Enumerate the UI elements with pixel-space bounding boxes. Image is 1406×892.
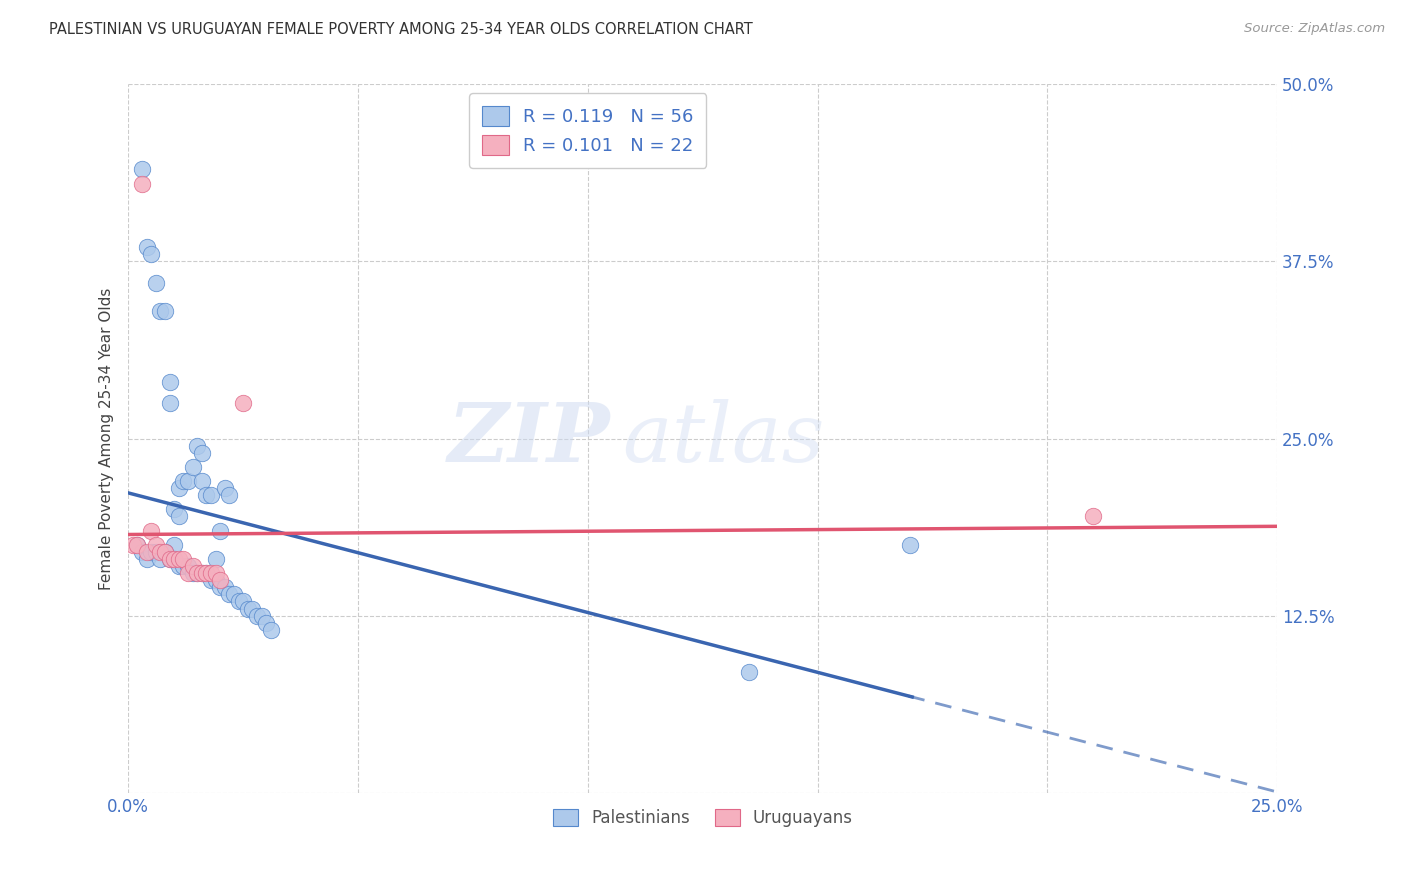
Point [135, 552, 157, 566]
Point [121, 538, 143, 552]
Point [250, 608, 273, 623]
Point [232, 594, 254, 608]
Point [232, 396, 254, 410]
Point [131, 162, 153, 177]
Point [186, 566, 208, 580]
Point [131, 177, 153, 191]
Point [186, 439, 208, 453]
Point [738, 665, 761, 680]
Point [159, 375, 181, 389]
Point [898, 538, 921, 552]
Point [191, 566, 214, 580]
Point [236, 601, 259, 615]
Point [172, 474, 194, 488]
Point [209, 524, 232, 538]
Point [181, 559, 204, 574]
Point [131, 545, 153, 559]
Point [163, 502, 186, 516]
Point [163, 538, 186, 552]
Point [195, 566, 218, 580]
Point [135, 545, 157, 559]
Point [141, 247, 163, 261]
Point [153, 304, 176, 318]
Point [214, 580, 236, 594]
Point [218, 587, 240, 601]
Text: PALESTINIAN VS URUGUAYAN FEMALE POVERTY AMONG 25-34 YEAR OLDS CORRELATION CHART: PALESTINIAN VS URUGUAYAN FEMALE POVERTY … [49, 22, 754, 37]
Point [149, 304, 172, 318]
Point [209, 573, 232, 587]
Point [135, 240, 157, 254]
Point [149, 552, 172, 566]
Point [222, 587, 245, 601]
Point [209, 580, 232, 594]
Point [167, 509, 190, 524]
Point [177, 566, 200, 580]
Point [127, 538, 149, 552]
Point [167, 552, 190, 566]
Point [145, 276, 167, 290]
Point [145, 545, 167, 559]
Point [240, 601, 263, 615]
Point [127, 538, 149, 552]
Point [159, 552, 181, 566]
Point [200, 566, 222, 580]
Point [1083, 509, 1105, 524]
Point [200, 573, 222, 587]
Point [172, 559, 194, 574]
Point [163, 552, 186, 566]
Point [191, 446, 214, 460]
Point [228, 594, 250, 608]
Point [214, 481, 236, 495]
Point [191, 474, 214, 488]
Y-axis label: Female Poverty Among 25-34 Year Olds: Female Poverty Among 25-34 Year Olds [100, 287, 114, 590]
Point [153, 545, 176, 559]
Point [167, 559, 190, 574]
Point [246, 608, 269, 623]
Point [186, 566, 208, 580]
Point [204, 573, 226, 587]
Point [163, 552, 186, 566]
Point [195, 488, 218, 502]
Point [181, 566, 204, 580]
Point [141, 545, 163, 559]
Point [145, 538, 167, 552]
Point [254, 615, 277, 630]
Point [204, 552, 226, 566]
Point [181, 459, 204, 474]
Point [191, 566, 214, 580]
Point [177, 474, 200, 488]
Legend: Palestinians, Uruguayans: Palestinians, Uruguayans [546, 803, 859, 834]
Point [260, 623, 283, 637]
Point [200, 488, 222, 502]
Point [177, 559, 200, 574]
Point [172, 552, 194, 566]
Point [159, 396, 181, 410]
Point [195, 566, 218, 580]
Point [141, 524, 163, 538]
Point [218, 488, 240, 502]
Point [159, 552, 181, 566]
Text: atlas: atlas [623, 399, 825, 478]
Point [153, 545, 176, 559]
Text: ZIP: ZIP [449, 399, 610, 478]
Point [167, 481, 190, 495]
Point [204, 566, 226, 580]
Point [149, 545, 172, 559]
Text: Source: ZipAtlas.com: Source: ZipAtlas.com [1244, 22, 1385, 36]
